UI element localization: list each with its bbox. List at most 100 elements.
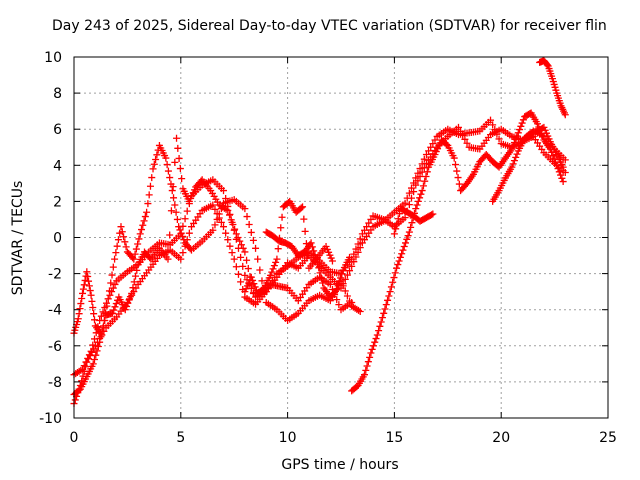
data-point — [395, 257, 403, 265]
data-point — [343, 292, 351, 300]
data-point — [367, 215, 375, 223]
data-point — [78, 295, 86, 303]
data-point — [514, 129, 522, 137]
data-point — [113, 242, 121, 250]
x-tick-label: 15 — [385, 430, 403, 446]
data-point — [249, 276, 257, 284]
data-point — [131, 250, 139, 258]
data-point — [275, 234, 283, 242]
data-point — [85, 351, 93, 359]
data-point — [268, 268, 276, 276]
data-point — [129, 284, 137, 292]
data-point — [431, 136, 439, 144]
data-point — [561, 111, 569, 119]
data-point — [400, 243, 408, 251]
data-point — [211, 221, 219, 229]
data-point — [392, 225, 400, 233]
data-point — [249, 236, 257, 244]
data-point — [407, 223, 415, 231]
data-point — [132, 245, 140, 253]
data-point — [217, 218, 225, 226]
data-point — [558, 174, 566, 182]
data-point — [269, 265, 277, 273]
data-point — [417, 190, 425, 198]
data-point — [258, 277, 266, 285]
data-point — [232, 263, 240, 271]
data-point — [367, 349, 375, 357]
data-point — [110, 306, 118, 314]
data-point — [356, 308, 364, 316]
data-point — [153, 151, 161, 159]
data-point — [271, 273, 279, 281]
data-point — [301, 227, 309, 235]
data-point — [387, 283, 395, 291]
y-tick-label: -8 — [48, 375, 62, 391]
data-point — [377, 318, 385, 326]
data-point — [365, 219, 373, 227]
data-point — [335, 278, 343, 286]
data-point — [135, 235, 143, 243]
data-point — [241, 248, 249, 256]
data-point — [168, 187, 176, 195]
data-point — [273, 255, 281, 263]
data-point — [454, 174, 462, 182]
data-point — [508, 163, 516, 171]
data-point — [148, 174, 156, 182]
x-tick-label: 5 — [176, 430, 185, 446]
data-point — [77, 300, 85, 308]
data-point — [508, 145, 516, 153]
data-point — [376, 322, 384, 330]
data-point — [124, 299, 132, 307]
data-point — [356, 244, 364, 252]
data-point — [356, 235, 364, 243]
data-point — [451, 161, 459, 169]
data-point — [335, 301, 343, 309]
data-point — [427, 143, 435, 151]
data-point — [245, 221, 253, 229]
data-point — [141, 213, 149, 221]
data-point — [453, 167, 461, 175]
data-point — [414, 197, 422, 205]
data-point — [237, 241, 245, 249]
data-point — [254, 255, 262, 263]
data-point — [407, 184, 415, 192]
data-point — [121, 238, 129, 246]
data-point — [346, 253, 354, 261]
data-point — [408, 219, 416, 227]
data-point — [239, 244, 247, 252]
data-point — [171, 201, 179, 209]
data-point — [401, 199, 409, 207]
x-tick-labels: 0 5 10 15 20 25 — [70, 430, 617, 446]
data-point — [91, 356, 99, 364]
y-tick-labels: -10 -8 -6 -4 -2 0 2 4 6 8 10 — [39, 50, 62, 427]
data-point — [244, 265, 252, 273]
data-point — [315, 264, 323, 272]
data-point — [176, 226, 184, 234]
data-point — [89, 304, 97, 312]
data-point — [316, 269, 324, 277]
data-point — [421, 177, 429, 185]
data-point — [422, 150, 430, 158]
y-tick-label: -6 — [48, 339, 62, 355]
data-point — [328, 257, 336, 265]
data-point — [418, 187, 426, 195]
x-tick-label: 0 — [70, 430, 79, 446]
data-point — [134, 240, 142, 248]
data-point — [166, 174, 174, 182]
data-point — [381, 305, 389, 313]
data-point — [164, 255, 172, 263]
data-point — [247, 228, 255, 236]
data-point — [117, 223, 125, 231]
data-point — [557, 171, 565, 179]
data-point — [317, 274, 325, 282]
y-tick-label: -4 — [48, 303, 62, 319]
data-point — [382, 301, 390, 309]
data-point — [334, 282, 342, 290]
data-point — [416, 172, 424, 180]
data-point — [174, 144, 182, 152]
data-point — [346, 267, 354, 275]
data-point — [304, 252, 312, 260]
data-point — [450, 154, 458, 162]
data-point — [403, 235, 411, 243]
